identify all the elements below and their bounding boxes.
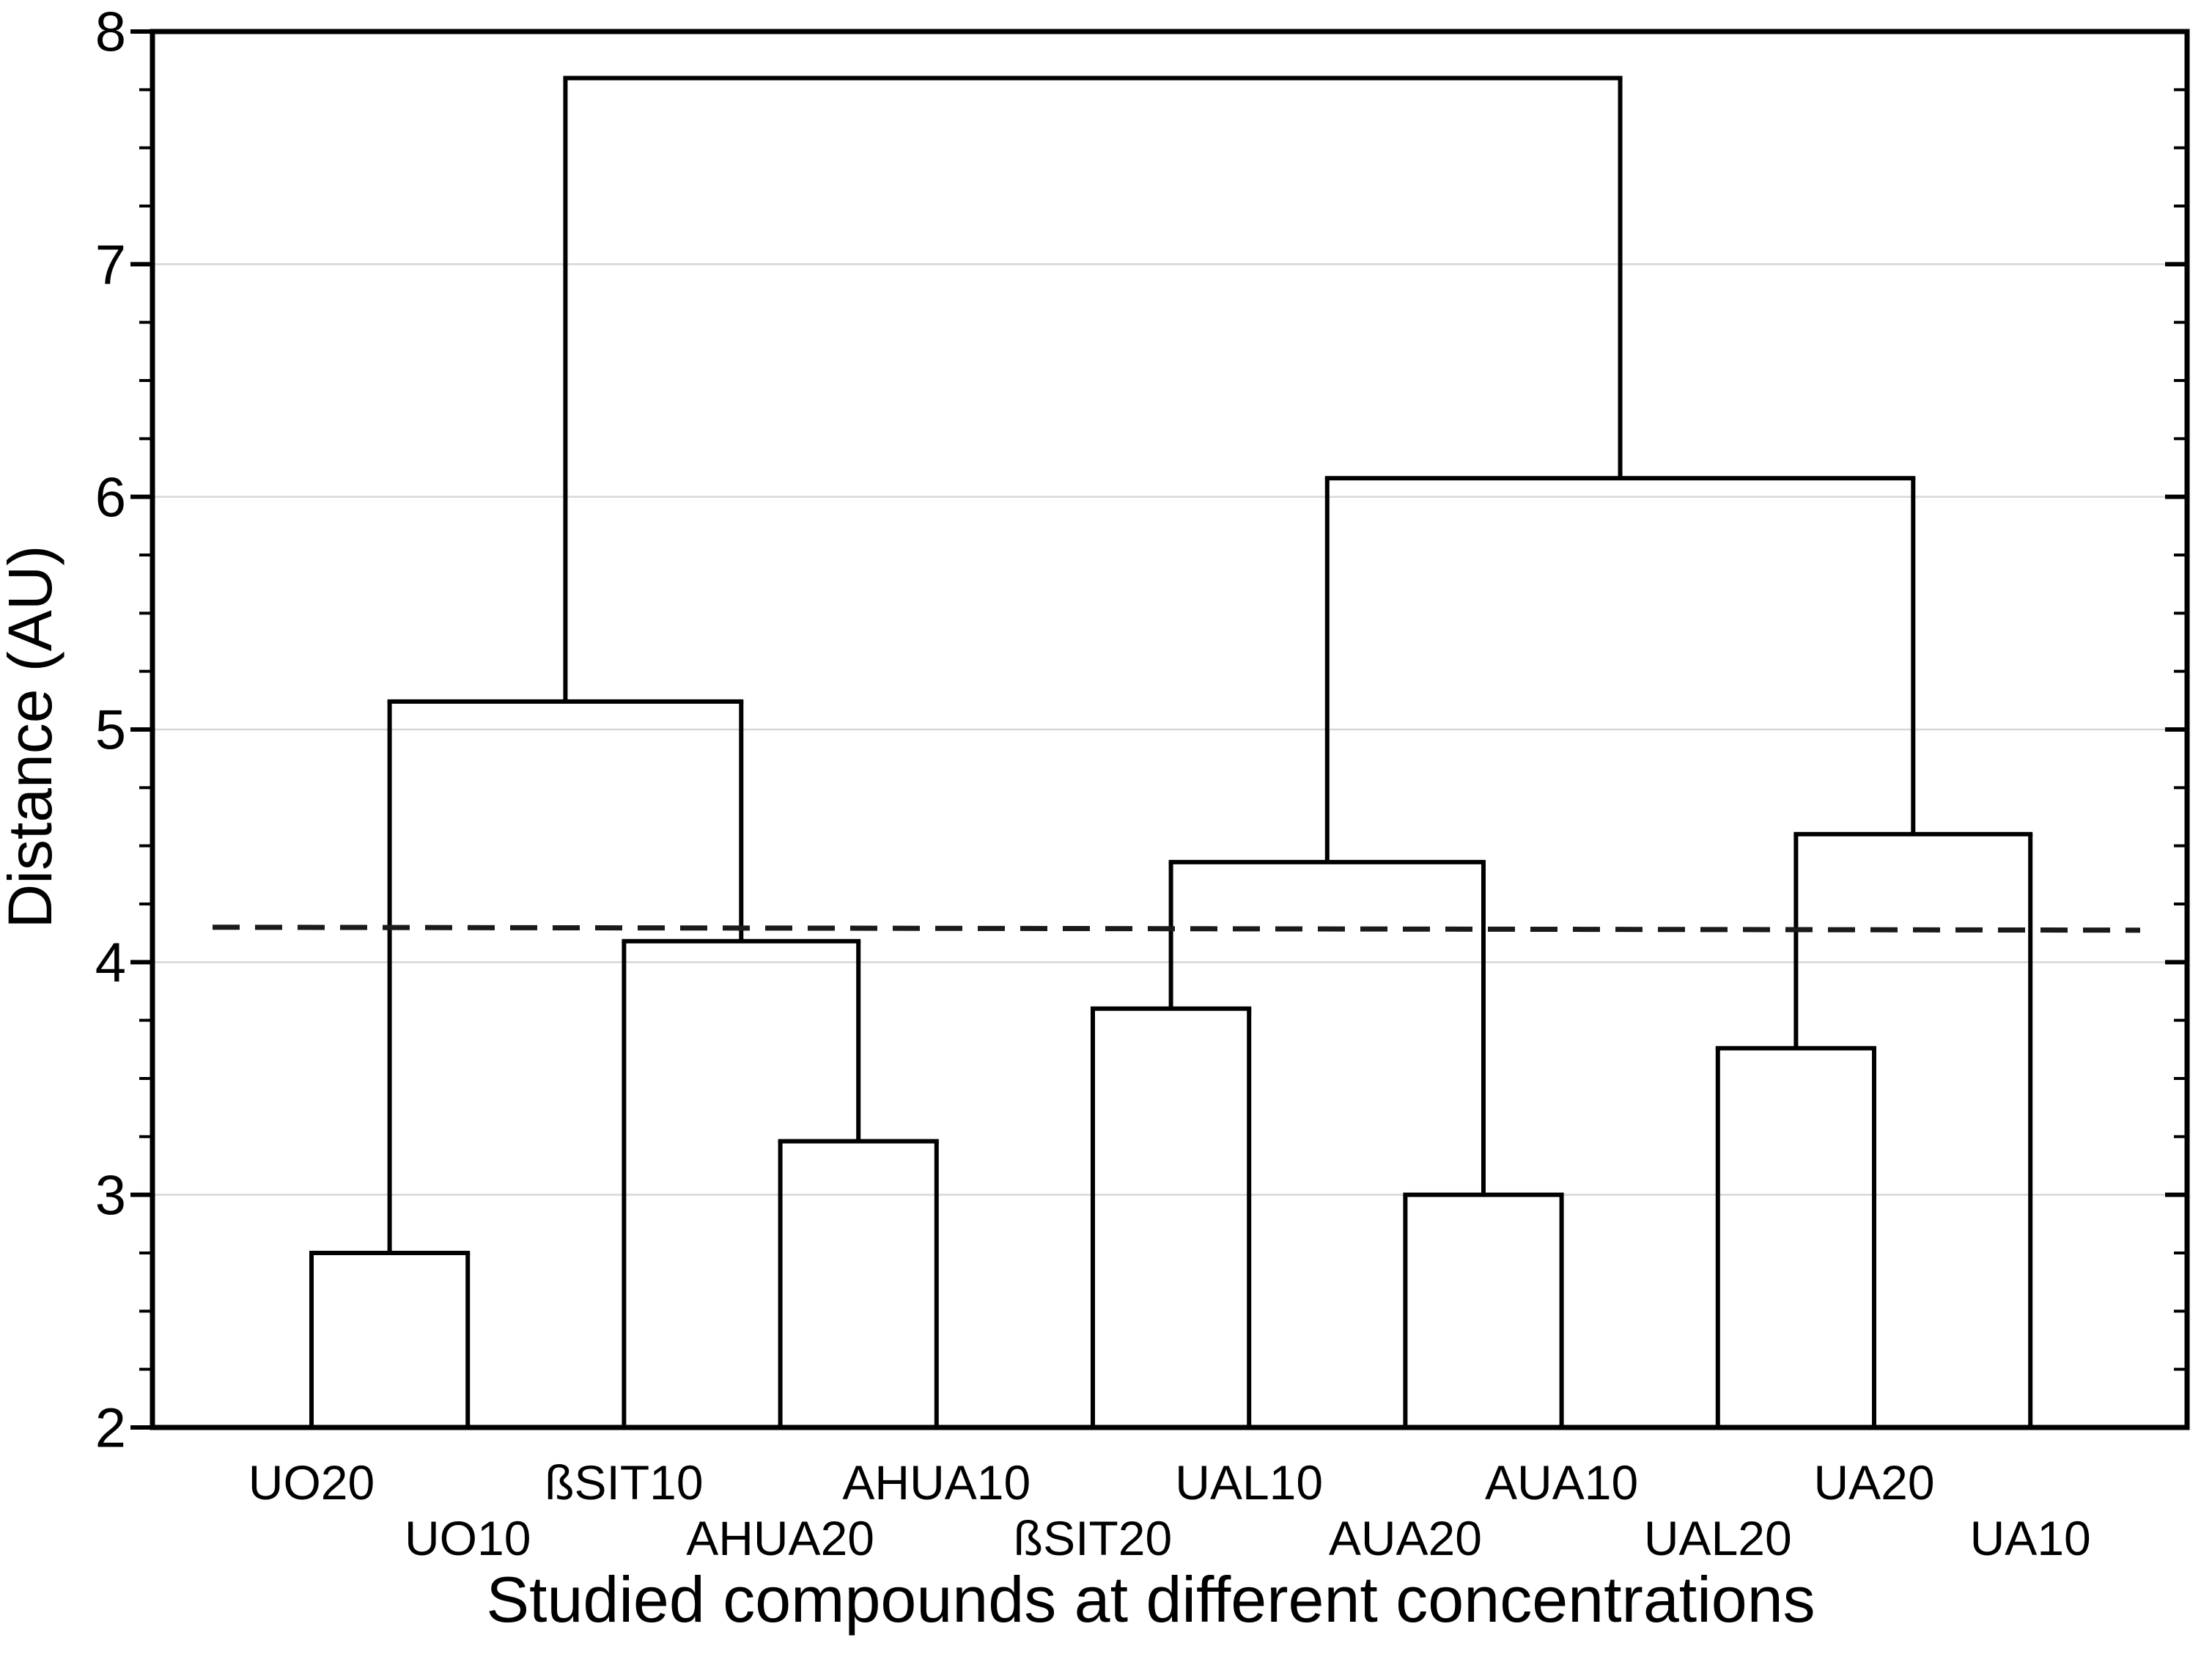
leaf-label-UAL20: UAL20 bbox=[1644, 1511, 1792, 1565]
y-tick-label-5: 5 bbox=[95, 699, 126, 762]
axis-labels-layer: 2345678UO20UO10ßSIT10AHUA20AHUA10ßSIT20U… bbox=[95, 1, 2091, 1566]
y-tick-label-4: 4 bbox=[95, 932, 126, 994]
y-tick-label-8: 8 bbox=[95, 1, 126, 64]
cut-line-layer bbox=[212, 925, 2141, 933]
leaf-label-UAL10: UAL10 bbox=[1175, 1455, 1323, 1510]
y-tick-label-6: 6 bbox=[95, 466, 126, 529]
leaf-label-UA10: UA10 bbox=[1970, 1511, 2091, 1565]
axis-ticks-layer bbox=[130, 29, 2187, 1430]
gridlines-layer bbox=[152, 263, 2187, 1196]
leaf-label-AHUA10: AHUA10 bbox=[842, 1455, 1031, 1510]
leaf-label-UO10: UO10 bbox=[405, 1511, 531, 1565]
leaf-label-AHUA20: AHUA20 bbox=[686, 1511, 874, 1565]
leaf-label-AUA20: AUA20 bbox=[1329, 1511, 1482, 1565]
y-tick-label-3: 3 bbox=[95, 1164, 126, 1227]
leaf-label-AUA10: AUA10 bbox=[1485, 1455, 1638, 1510]
leaf-label-UO20: UO20 bbox=[248, 1455, 375, 1510]
leaf-label-UA20: UA20 bbox=[1813, 1455, 1934, 1510]
dendrogram-tree-layer bbox=[309, 76, 2033, 1427]
leaf-label-ßSIT10: ßSIT10 bbox=[545, 1455, 703, 1510]
y-tick-label-2: 2 bbox=[95, 1397, 126, 1460]
y-tick-label-7: 7 bbox=[95, 234, 126, 296]
y-axis-title: Distance (AU) bbox=[0, 545, 64, 929]
x-axis-title: Studied compounds at different concentra… bbox=[486, 1563, 1815, 1636]
leaf-label-ßSIT20: ßSIT20 bbox=[1014, 1511, 1172, 1565]
cluster-cut-line bbox=[212, 925, 2141, 933]
